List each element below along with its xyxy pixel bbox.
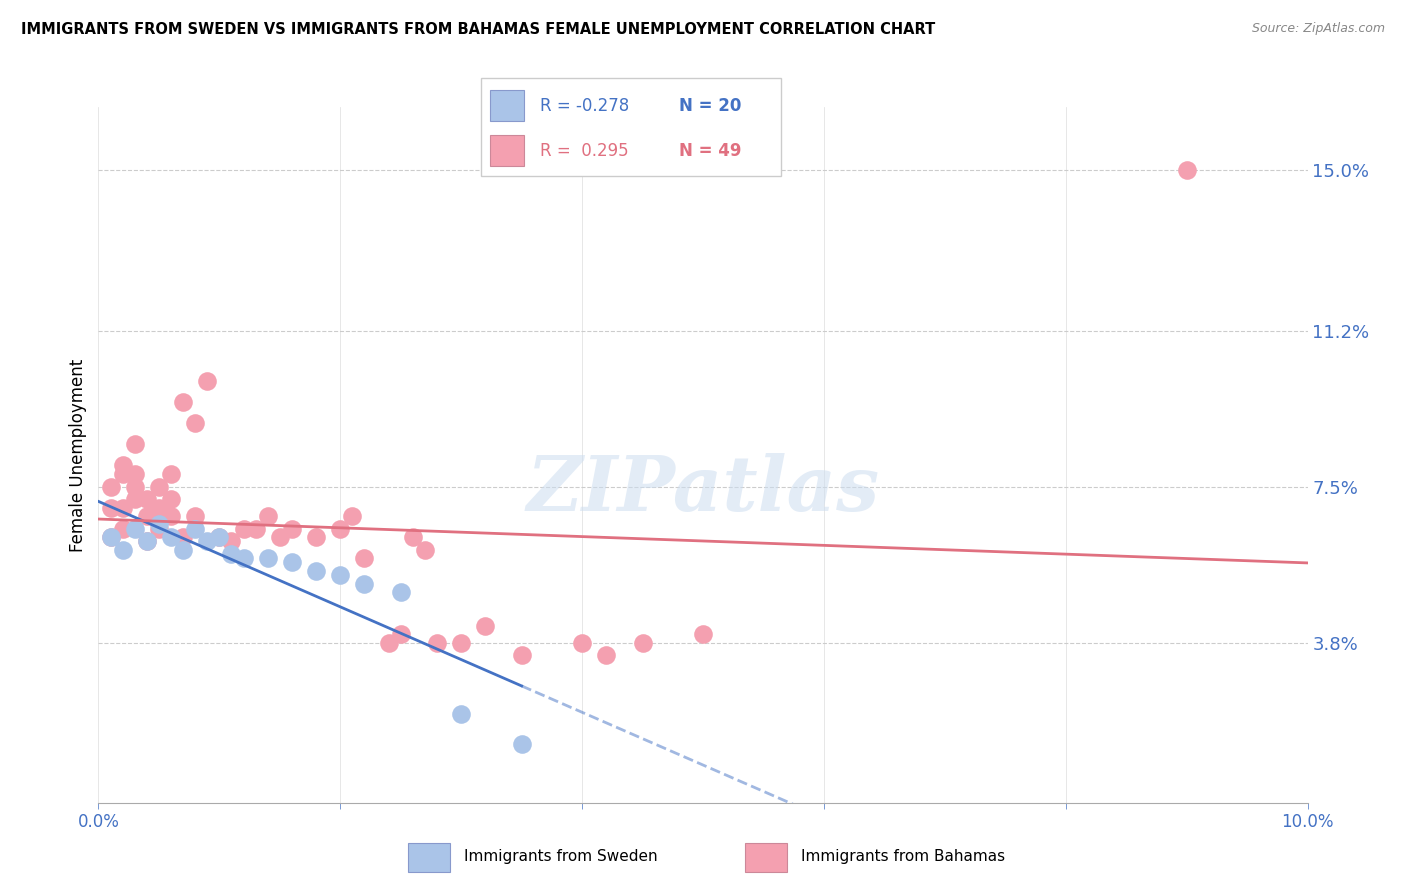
Point: [184, 509, 207, 524]
Point: [269, 530, 291, 544]
Point: [631, 635, 654, 649]
Text: N = 49: N = 49: [679, 142, 741, 160]
Point: [184, 417, 207, 431]
Point: [305, 530, 328, 544]
Point: [389, 585, 412, 599]
Point: [510, 648, 533, 663]
Text: N = 20: N = 20: [679, 96, 741, 114]
Point: [221, 547, 243, 561]
Point: [135, 534, 157, 549]
Point: [426, 635, 449, 649]
Point: [124, 437, 146, 451]
Point: [160, 492, 183, 507]
FancyBboxPatch shape: [481, 78, 782, 177]
Point: [329, 522, 352, 536]
Point: [389, 627, 412, 641]
Text: R =  0.295: R = 0.295: [540, 142, 628, 160]
Point: [305, 564, 328, 578]
Point: [160, 509, 183, 524]
Point: [100, 530, 122, 544]
Point: [148, 517, 170, 532]
Point: [692, 627, 714, 641]
Point: [172, 530, 194, 544]
Text: Source: ZipAtlas.com: Source: ZipAtlas.com: [1251, 22, 1385, 36]
Point: [221, 534, 243, 549]
Point: [195, 534, 218, 549]
Point: [160, 530, 183, 544]
Point: [148, 500, 170, 515]
Point: [124, 492, 146, 507]
Point: [172, 542, 194, 557]
Point: [450, 635, 472, 649]
Bar: [745, 843, 787, 872]
Point: [571, 635, 593, 649]
Point: [232, 522, 254, 536]
Point: [111, 467, 134, 481]
Point: [100, 500, 122, 515]
Point: [160, 467, 183, 481]
Point: [245, 522, 267, 536]
Point: [595, 648, 617, 663]
Point: [281, 556, 304, 570]
Point: [256, 509, 278, 524]
Text: R = -0.278: R = -0.278: [540, 96, 628, 114]
Text: Immigrants from Bahamas: Immigrants from Bahamas: [801, 849, 1005, 863]
Point: [135, 509, 157, 524]
Point: [135, 492, 157, 507]
Text: Immigrants from Sweden: Immigrants from Sweden: [464, 849, 658, 863]
Point: [342, 509, 364, 524]
Point: [329, 568, 352, 582]
Point: [100, 530, 122, 544]
Point: [377, 635, 399, 649]
Point: [353, 576, 375, 591]
Point: [474, 618, 496, 632]
Bar: [408, 843, 450, 872]
Point: [111, 522, 134, 536]
Text: ZIPatlas: ZIPatlas: [526, 453, 880, 526]
Point: [232, 551, 254, 566]
Bar: [491, 90, 524, 121]
Point: [1175, 163, 1198, 178]
Point: [450, 707, 472, 722]
Point: [172, 395, 194, 409]
Point: [281, 522, 304, 536]
Point: [256, 551, 278, 566]
Point: [124, 479, 146, 493]
Point: [100, 479, 122, 493]
Point: [124, 467, 146, 481]
Point: [413, 542, 436, 557]
Point: [111, 542, 134, 557]
Point: [208, 530, 231, 544]
Point: [135, 534, 157, 549]
Point: [510, 737, 533, 751]
Text: IMMIGRANTS FROM SWEDEN VS IMMIGRANTS FROM BAHAMAS FEMALE UNEMPLOYMENT CORRELATIO: IMMIGRANTS FROM SWEDEN VS IMMIGRANTS FRO…: [21, 22, 935, 37]
Bar: [491, 136, 524, 166]
Point: [148, 522, 170, 536]
Point: [148, 479, 170, 493]
Y-axis label: Female Unemployment: Female Unemployment: [69, 359, 87, 551]
Point: [402, 530, 425, 544]
Point: [124, 522, 146, 536]
Point: [353, 551, 375, 566]
Point: [195, 374, 218, 388]
Point: [111, 458, 134, 473]
Point: [208, 530, 231, 544]
Point: [184, 522, 207, 536]
Point: [111, 500, 134, 515]
